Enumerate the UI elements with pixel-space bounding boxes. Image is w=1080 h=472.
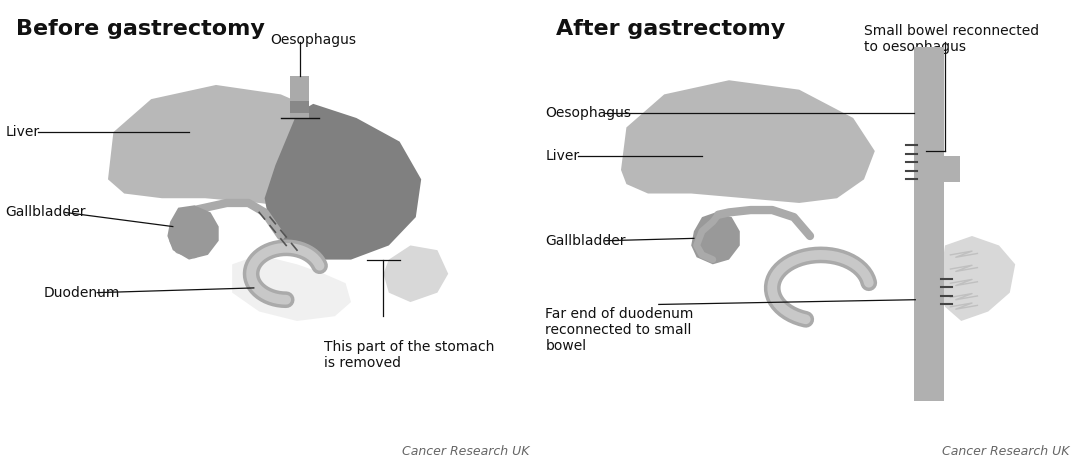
- Text: Gallbladder: Gallbladder: [545, 234, 626, 248]
- Polygon shape: [691, 212, 740, 264]
- Text: Far end of duodenum
reconnected to small
bowel: Far end of duodenum reconnected to small…: [545, 307, 693, 353]
- Text: Liver: Liver: [5, 125, 40, 139]
- Polygon shape: [383, 245, 448, 302]
- Bar: [914, 47, 944, 401]
- Bar: [914, 156, 960, 182]
- Bar: [289, 101, 310, 113]
- Text: Liver: Liver: [545, 149, 580, 163]
- Text: Cancer Research UK: Cancer Research UK: [942, 445, 1069, 458]
- Text: Small bowel reconnected
to oesophagus: Small bowel reconnected to oesophagus: [864, 24, 1039, 54]
- Bar: [289, 76, 310, 118]
- Text: Oesophagus: Oesophagus: [270, 33, 356, 47]
- Polygon shape: [108, 85, 356, 208]
- Polygon shape: [621, 80, 875, 203]
- Text: Before gastrectomy: Before gastrectomy: [16, 19, 265, 39]
- Text: Duodenum: Duodenum: [43, 286, 120, 300]
- Polygon shape: [940, 236, 1015, 321]
- Polygon shape: [232, 255, 351, 321]
- Text: This part of the stomach
is removed: This part of the stomach is removed: [324, 340, 495, 370]
- Polygon shape: [167, 205, 218, 260]
- Text: Gallbladder: Gallbladder: [5, 205, 86, 219]
- Polygon shape: [265, 104, 421, 260]
- Text: Oesophagus: Oesophagus: [545, 106, 632, 120]
- Text: After gastrectomy: After gastrectomy: [556, 19, 785, 39]
- Text: Cancer Research UK: Cancer Research UK: [402, 445, 529, 458]
